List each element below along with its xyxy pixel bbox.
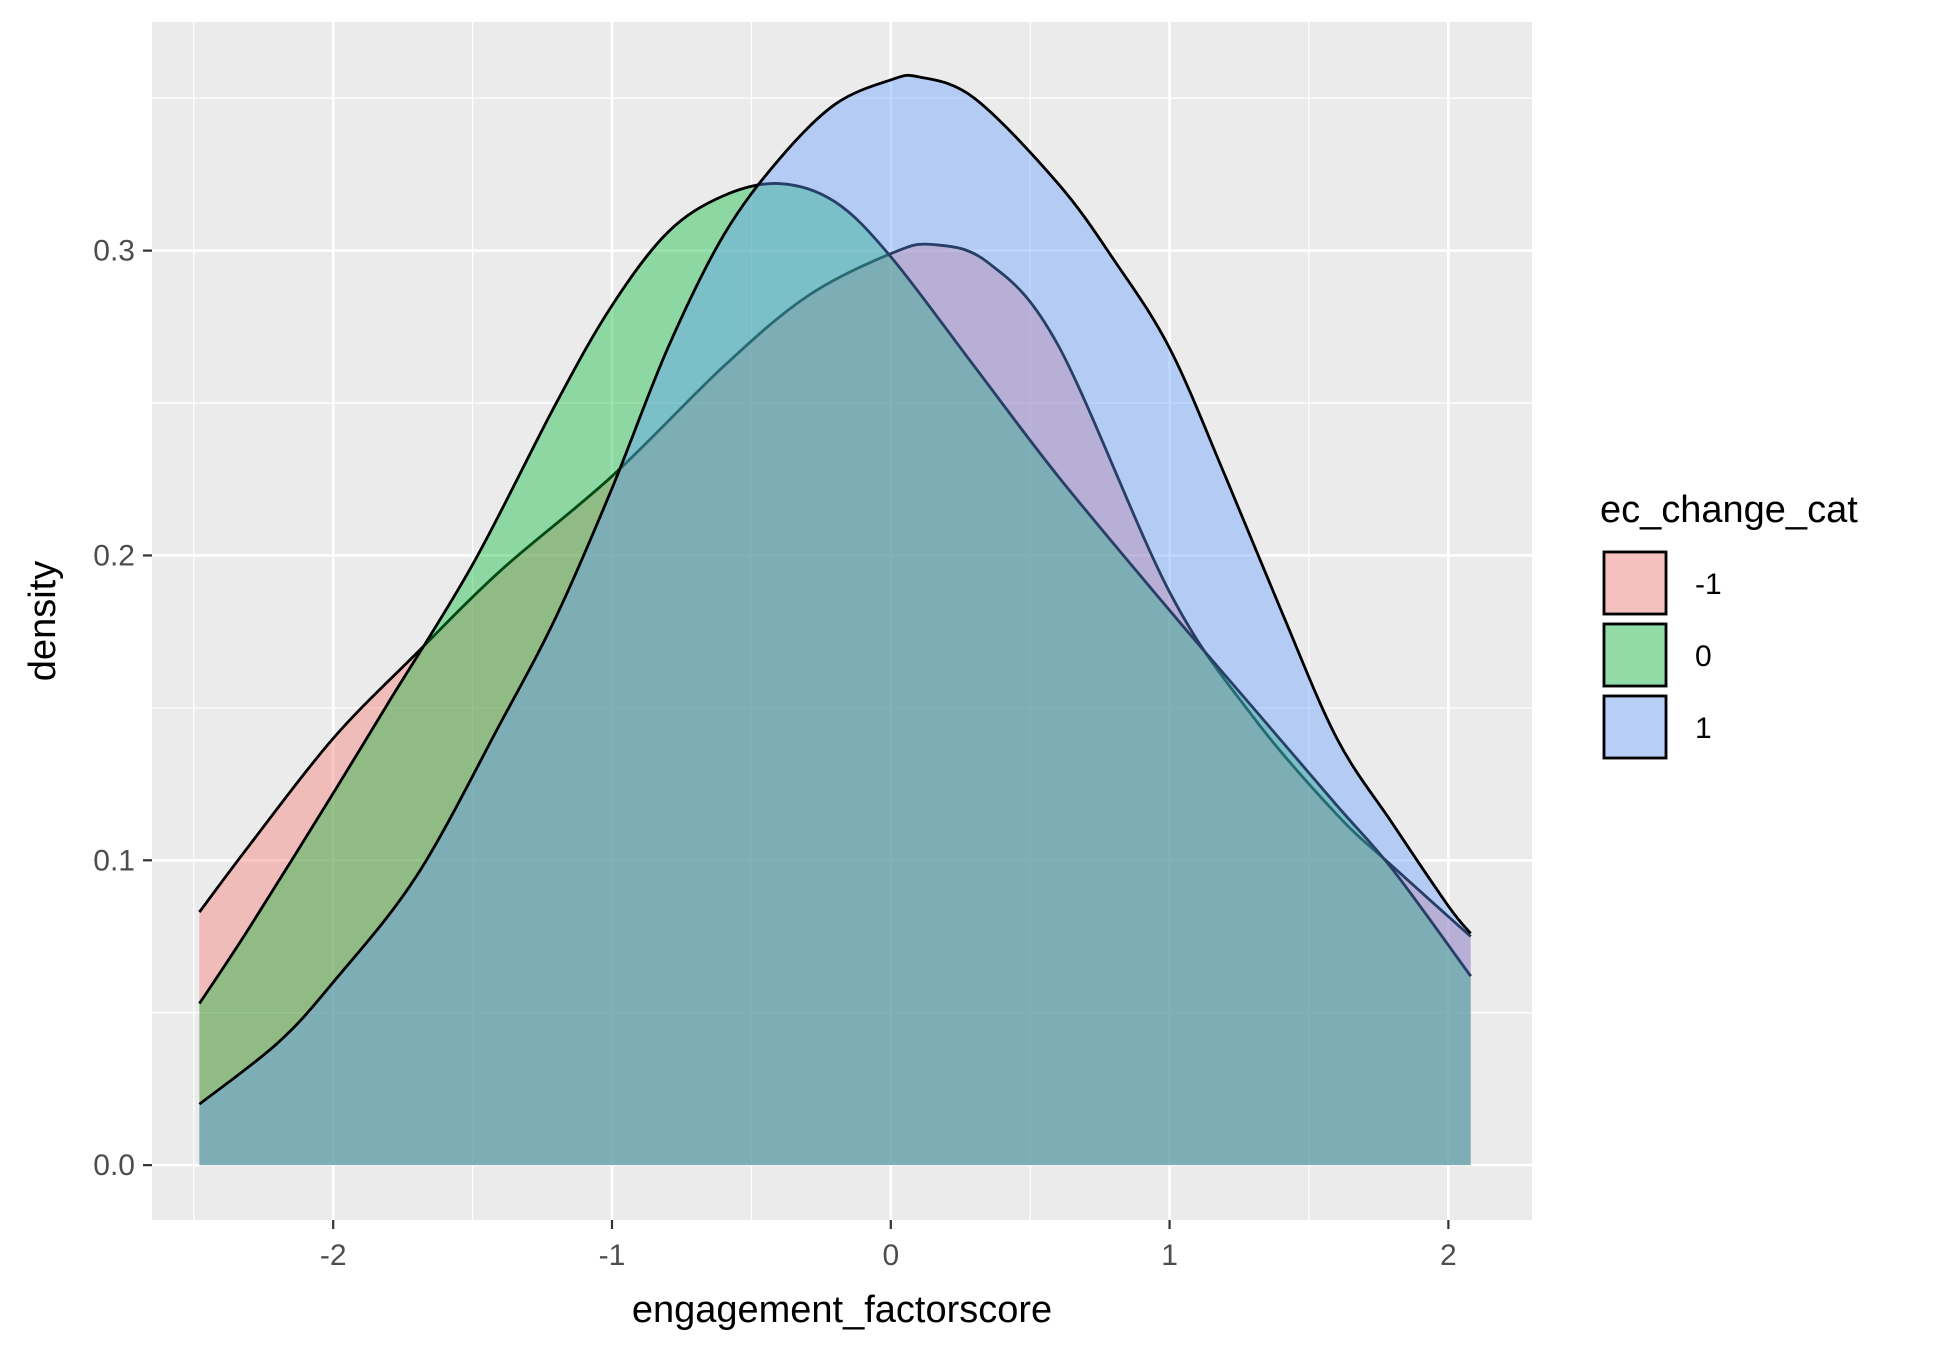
legend-key-background [1602,622,1668,688]
legend-item: 1 [1602,694,1712,760]
x-tick-label: 1 [1161,1239,1178,1272]
series-1 [198,242,1472,1166]
legend-swatch [1602,694,1668,760]
y-tick-label: 0.3 [93,235,135,268]
density-line [198,73,1472,1106]
legend-label: 1 [1695,712,1712,745]
y-tick-label: 0.0 [93,1149,135,1182]
x-tick-labels: -2 -1 0 1 2 [320,1239,1457,1272]
plot-panel [152,22,1532,1220]
legend-swatch [1602,622,1668,688]
x-tick-label: 2 [1440,1239,1457,1272]
series-3 [198,73,1472,1166]
density-area [199,244,1471,1166]
legend-label: 0 [1695,640,1712,673]
x-tick-label: -1 [599,1239,626,1272]
legend-item: -1 [1602,550,1722,616]
density-area [199,75,1471,1166]
y-tick-label: 0.2 [93,539,135,572]
legend-key-background [1602,694,1668,760]
legend-item: 0 [1602,622,1712,688]
legend: ec_change_cat -1 0 1 [1600,489,1858,760]
series-layer [198,73,1472,1166]
legend-swatch [1602,550,1668,616]
legend-title: ec_change_cat [1600,489,1858,531]
grid-minor [152,22,1532,1220]
y-axis-title: density [22,561,64,681]
legend-key-background [1602,550,1668,616]
x-tick-label: -2 [320,1239,347,1272]
legend-label: -1 [1695,568,1722,601]
density-area [199,183,1471,1166]
x-tick-label: 0 [882,1239,899,1272]
density-line [198,182,1472,1005]
density-line [198,242,1472,938]
y-tick-label: 0.1 [93,844,135,877]
grid-major [152,22,1532,1220]
legend-items: -1 0 1 [1602,550,1722,760]
series-2 [198,182,1472,1166]
x-axis-title: engagement_factorscore [632,1289,1052,1331]
axis-ticks [143,249,1450,1229]
y-tick-labels: 0.0 0.1 0.2 0.3 [93,235,135,1183]
